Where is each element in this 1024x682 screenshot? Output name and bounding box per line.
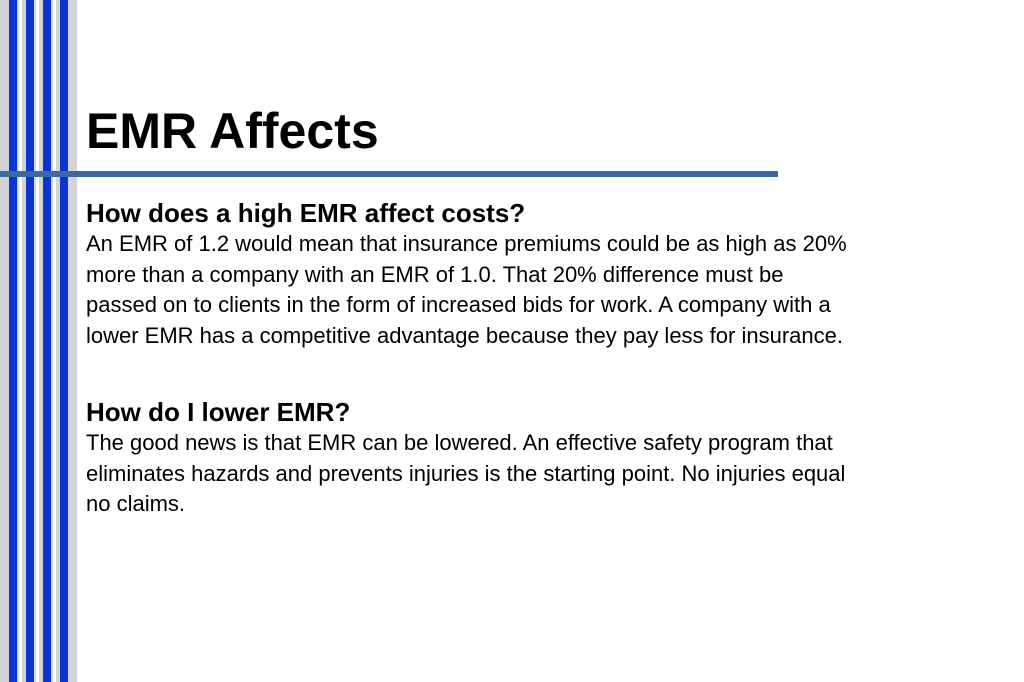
stripe xyxy=(43,0,51,682)
stripe-gap xyxy=(19,0,22,682)
body-line: eliminates hazards and prevents injuries… xyxy=(86,460,846,486)
stripe xyxy=(60,0,68,682)
body-line: more than a company with an EMR of 1.0. … xyxy=(86,261,784,287)
body-line: lower EMR has a competitive advantage be… xyxy=(86,322,843,348)
stripe-gap xyxy=(36,0,39,682)
slide-title: EMR Affects xyxy=(86,103,379,159)
section-heading: How do I lower EMR? xyxy=(86,397,351,427)
body-line: passed on to clients in the form of incr… xyxy=(86,292,831,317)
section: How does a high EMR affect costs? An EMR … xyxy=(86,197,1006,351)
title-rule xyxy=(0,171,778,177)
stripe-band xyxy=(0,0,77,682)
body-line: The good news is that EMR can be lowered… xyxy=(86,430,833,455)
section-heading: How does a high EMR affect costs? xyxy=(86,198,526,228)
body-line: An EMR of 1.2 would mean that insurance … xyxy=(86,231,847,256)
stripe xyxy=(9,0,17,682)
body-line: no claims. xyxy=(86,491,186,516)
stripe-gap xyxy=(53,0,56,682)
section: How do I lower EMR? The good news is that… xyxy=(86,396,1006,520)
stripe xyxy=(26,0,34,682)
